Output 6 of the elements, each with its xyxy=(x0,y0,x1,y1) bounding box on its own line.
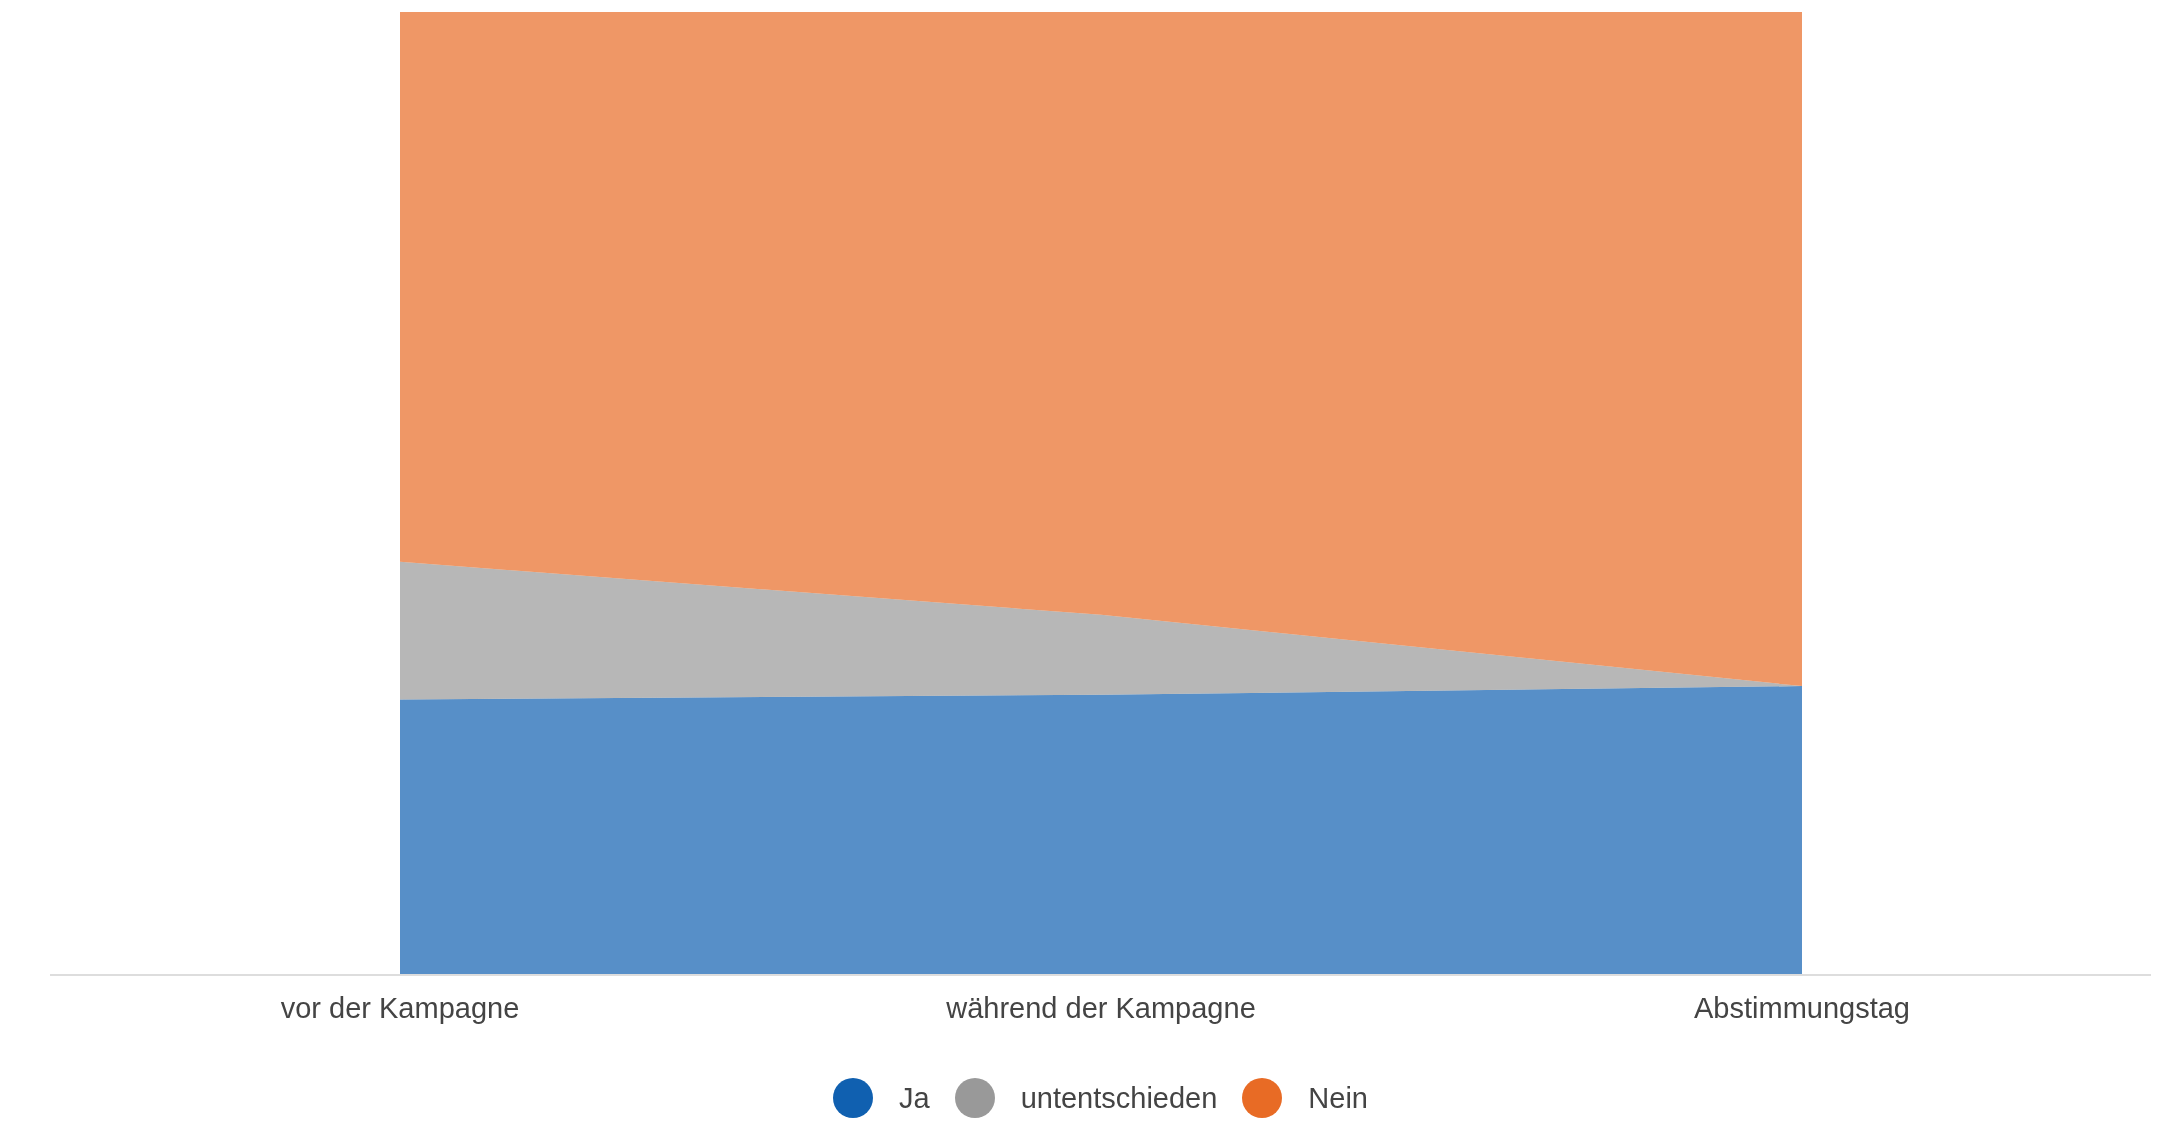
legend-label: Ja xyxy=(898,1081,930,1115)
x-tick-label: vor der Kampagne xyxy=(280,991,520,1024)
x-tick-label: während der Kampagne xyxy=(945,991,1256,1024)
legend-label: untentschieden xyxy=(1020,1081,1218,1115)
x-tick-label: Abstimmungstag xyxy=(1694,991,1910,1024)
legend-label: Nein xyxy=(1308,1081,1368,1115)
